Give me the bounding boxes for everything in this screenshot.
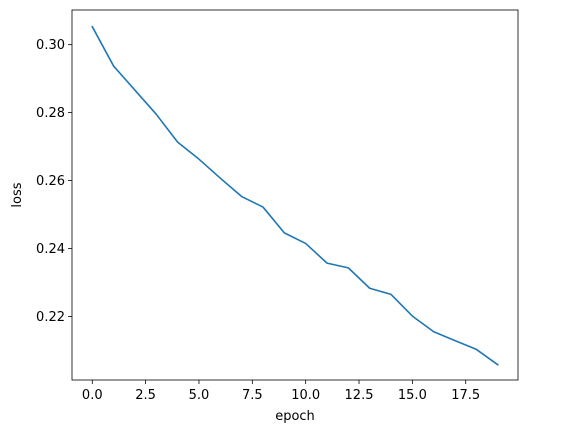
- y-tick-label: 0.30: [36, 38, 65, 53]
- y-tick-label: 0.24: [36, 242, 65, 257]
- y-axis-ticks: 0.22 0.24 0.26 0.28 0.30: [36, 38, 72, 325]
- x-tick-label: 7.5: [242, 388, 263, 403]
- y-tick-label: 0.26: [36, 174, 65, 189]
- y-axis-label: loss: [10, 182, 25, 207]
- x-tick-label: 17.5: [451, 388, 480, 403]
- x-tick-label: 0.0: [82, 388, 103, 403]
- x-tick-label: 15.0: [398, 388, 427, 403]
- plot-frame: [71, 9, 519, 381]
- x-tick-label: 10.0: [291, 388, 320, 403]
- x-axis-label: epoch: [275, 409, 315, 424]
- x-tick-label: 5.0: [189, 388, 210, 403]
- x-tick-label: 12.5: [345, 388, 374, 403]
- y-tick-label: 0.22: [36, 310, 65, 325]
- series-layer: [91, 25, 499, 366]
- loss-series-line: [91, 25, 499, 366]
- x-axis-ticks: 0.0 2.5 5.0 7.5 10.0 12.5 15.0 17.5: [82, 380, 480, 403]
- x-tick-label: 2.5: [135, 388, 156, 403]
- y-tick-label: 0.28: [36, 106, 65, 121]
- plot-area: [72, 10, 518, 380]
